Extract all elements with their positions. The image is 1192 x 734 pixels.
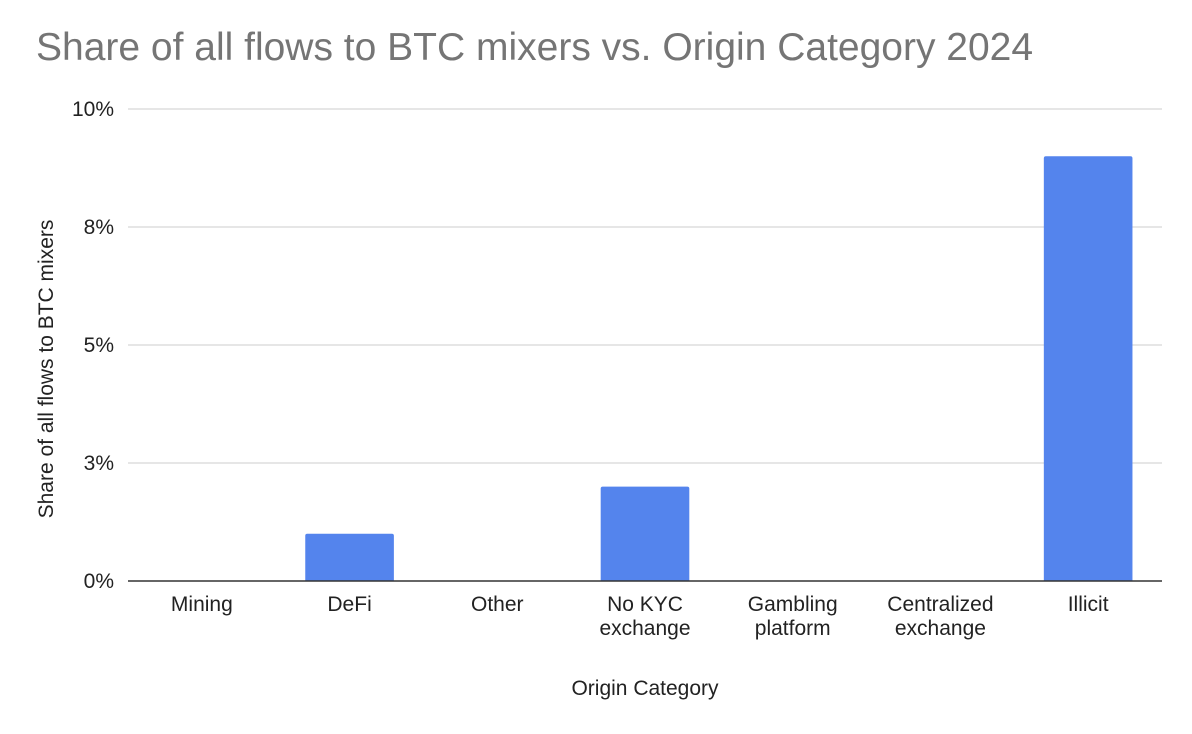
x-tick-label: Centralized exchange — [887, 593, 993, 640]
x-tick-label: Gambling platform — [748, 593, 838, 640]
bar — [305, 533, 394, 581]
x-tick-labels: Mining DeFi Other No KYC exchange Gambling pla… — [171, 593, 1109, 640]
x-tick-label: Mining — [171, 593, 233, 616]
y-tick-label: 0% — [84, 570, 114, 593]
y-tick-label: 10% — [72, 98, 114, 121]
x-tick-label: DeFi — [327, 593, 371, 616]
y-tick-labels: 0% 3% 5% 8% 10% — [72, 98, 114, 593]
y-tick-label: 3% — [84, 452, 114, 475]
x-tick-label: No KYC exchange — [599, 593, 690, 640]
bar — [600, 486, 690, 581]
chart-title: Share of all flows to BTC mixers vs. Ori… — [36, 26, 1034, 69]
bars — [305, 156, 1133, 581]
y-axis-title: Share of all flows to BTC mixers — [35, 220, 58, 519]
y-tick-label: 8% — [84, 216, 114, 239]
y-tick-label: 5% — [84, 334, 114, 357]
x-axis-title: Origin Category — [571, 677, 719, 700]
x-tick-label: Other — [471, 593, 524, 616]
x-tick-label: Illicit — [1068, 593, 1109, 616]
gridlines — [128, 108, 1162, 464]
bar — [1043, 156, 1133, 581]
